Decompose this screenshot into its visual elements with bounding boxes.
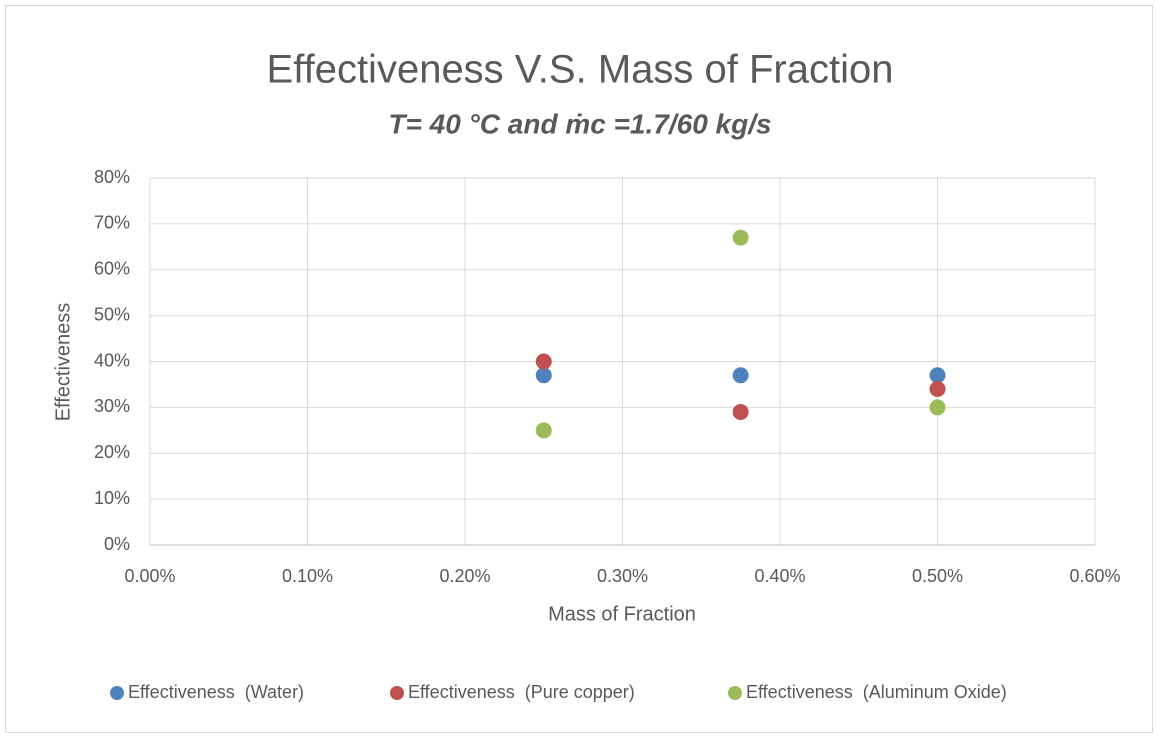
y-tick-label: 30% <box>94 396 130 416</box>
legend-label: Effectiveness (Aluminum Oxide) <box>746 682 1007 702</box>
y-tick-label: 50% <box>94 304 130 324</box>
point <box>535 353 552 370</box>
x-tick-label: 0.50% <box>912 566 963 586</box>
point <box>929 367 946 384</box>
x-tick-label: 0.30% <box>597 566 648 586</box>
point <box>929 399 946 416</box>
x-tick-label: 0.00% <box>124 566 175 586</box>
y-tick-label: 20% <box>94 442 130 462</box>
point <box>732 229 749 246</box>
point <box>535 367 552 384</box>
point <box>535 422 552 439</box>
x-tick-label: 0.10% <box>282 566 333 586</box>
y-tick-label: 40% <box>94 350 130 370</box>
legend-label: Effectiveness (Water) <box>128 682 304 702</box>
y-axis-label: Effectiveness <box>52 303 74 422</box>
y-tick-label: 80% <box>94 167 130 187</box>
x-axis-label: Mass of Fraction <box>548 603 696 625</box>
chart-subtitle: T= 40 °C and ṁc =1.7/60 kg/s <box>388 108 771 139</box>
legend-marker <box>390 686 404 700</box>
point <box>732 403 749 420</box>
y-tick-label: 0% <box>104 534 130 554</box>
x-tick-label: 0.20% <box>439 566 490 586</box>
x-tick-label: 0.60% <box>1069 566 1120 586</box>
point <box>732 367 749 384</box>
chart-border <box>5 5 1153 733</box>
y-tick-label: 70% <box>94 213 130 233</box>
y-tick-label: 10% <box>94 488 130 508</box>
point <box>929 381 946 398</box>
x-tick-label: 0.40% <box>754 566 805 586</box>
y-tick-label: 60% <box>94 259 130 279</box>
legend-label: Effectiveness (Pure copper) <box>408 682 635 702</box>
legend-marker <box>728 686 742 700</box>
legend-marker <box>110 686 124 700</box>
chart-title: Effectiveness V.S. Mass of Fraction <box>267 48 894 92</box>
